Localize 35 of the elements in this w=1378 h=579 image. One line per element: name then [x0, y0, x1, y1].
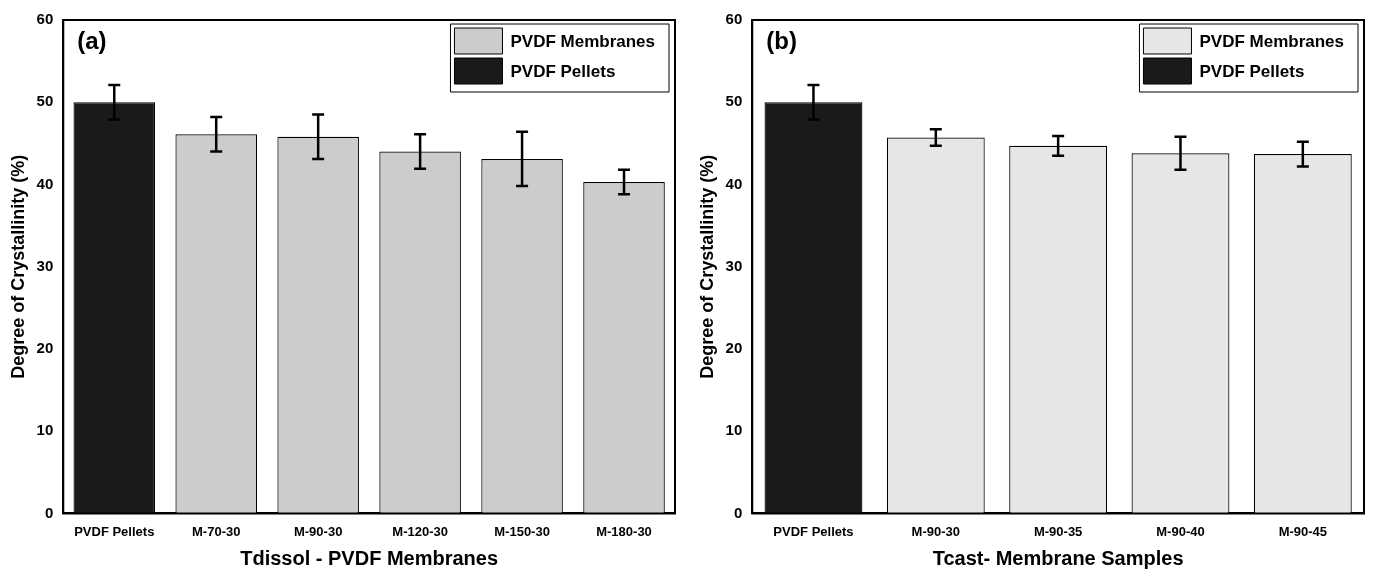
y-tick-label: 60 — [36, 10, 54, 28]
y-tick-label: 30 — [36, 256, 54, 274]
y-tick-label: 30 — [725, 256, 743, 274]
y-tick-label: 20 — [725, 339, 743, 357]
y-tick-label: 10 — [36, 421, 54, 439]
y-tick-label: 50 — [36, 92, 54, 110]
x-tick-label: M-90-40 — [1156, 523, 1205, 539]
y-tick-label: 10 — [725, 421, 743, 439]
y-axis-title: Degree of Crystallinity (%) — [7, 154, 28, 379]
chart-title: (b) — [766, 26, 797, 54]
x-tick-label: M-90-35 — [1033, 523, 1083, 539]
x-tick-label: PVDF Pellets — [74, 523, 155, 539]
chart-title: (a) — [77, 26, 107, 54]
x-tick-label: M-120-30 — [392, 523, 448, 539]
y-tick-label: 0 — [44, 503, 54, 521]
y-axis-title: Degree of Crystallinity (%) — [696, 154, 717, 379]
x-tick-label: M-180-30 — [596, 523, 652, 539]
x-tick-label: M-90-45 — [1278, 523, 1328, 539]
x-axis-title: Tcast- Membrane Samples — [932, 546, 1184, 569]
x-axis-title: Tdissol - PVDF Membranes — [240, 546, 499, 569]
legend-label: PVDF Membranes — [1199, 31, 1345, 51]
x-tick-label: PVDF Pellets — [773, 523, 854, 539]
y-tick-label: 50 — [725, 92, 743, 110]
legend-label: PVDF Pellets — [1199, 61, 1305, 81]
y-tick-label: 40 — [36, 174, 54, 192]
x-tick-label: M-70-30 — [192, 523, 241, 539]
x-tick-label: M-90-30 — [911, 523, 961, 539]
x-tick-label: M-150-30 — [494, 523, 550, 539]
legend-label: PVDF Membranes — [510, 31, 656, 51]
y-tick-label: 40 — [725, 174, 743, 192]
x-tick-label: M-90-30 — [293, 523, 343, 539]
legend-label: PVDF Pellets — [510, 61, 616, 81]
y-tick-label: 60 — [725, 10, 743, 28]
y-tick-label: 0 — [733, 503, 743, 521]
y-tick-label: 20 — [36, 339, 54, 357]
